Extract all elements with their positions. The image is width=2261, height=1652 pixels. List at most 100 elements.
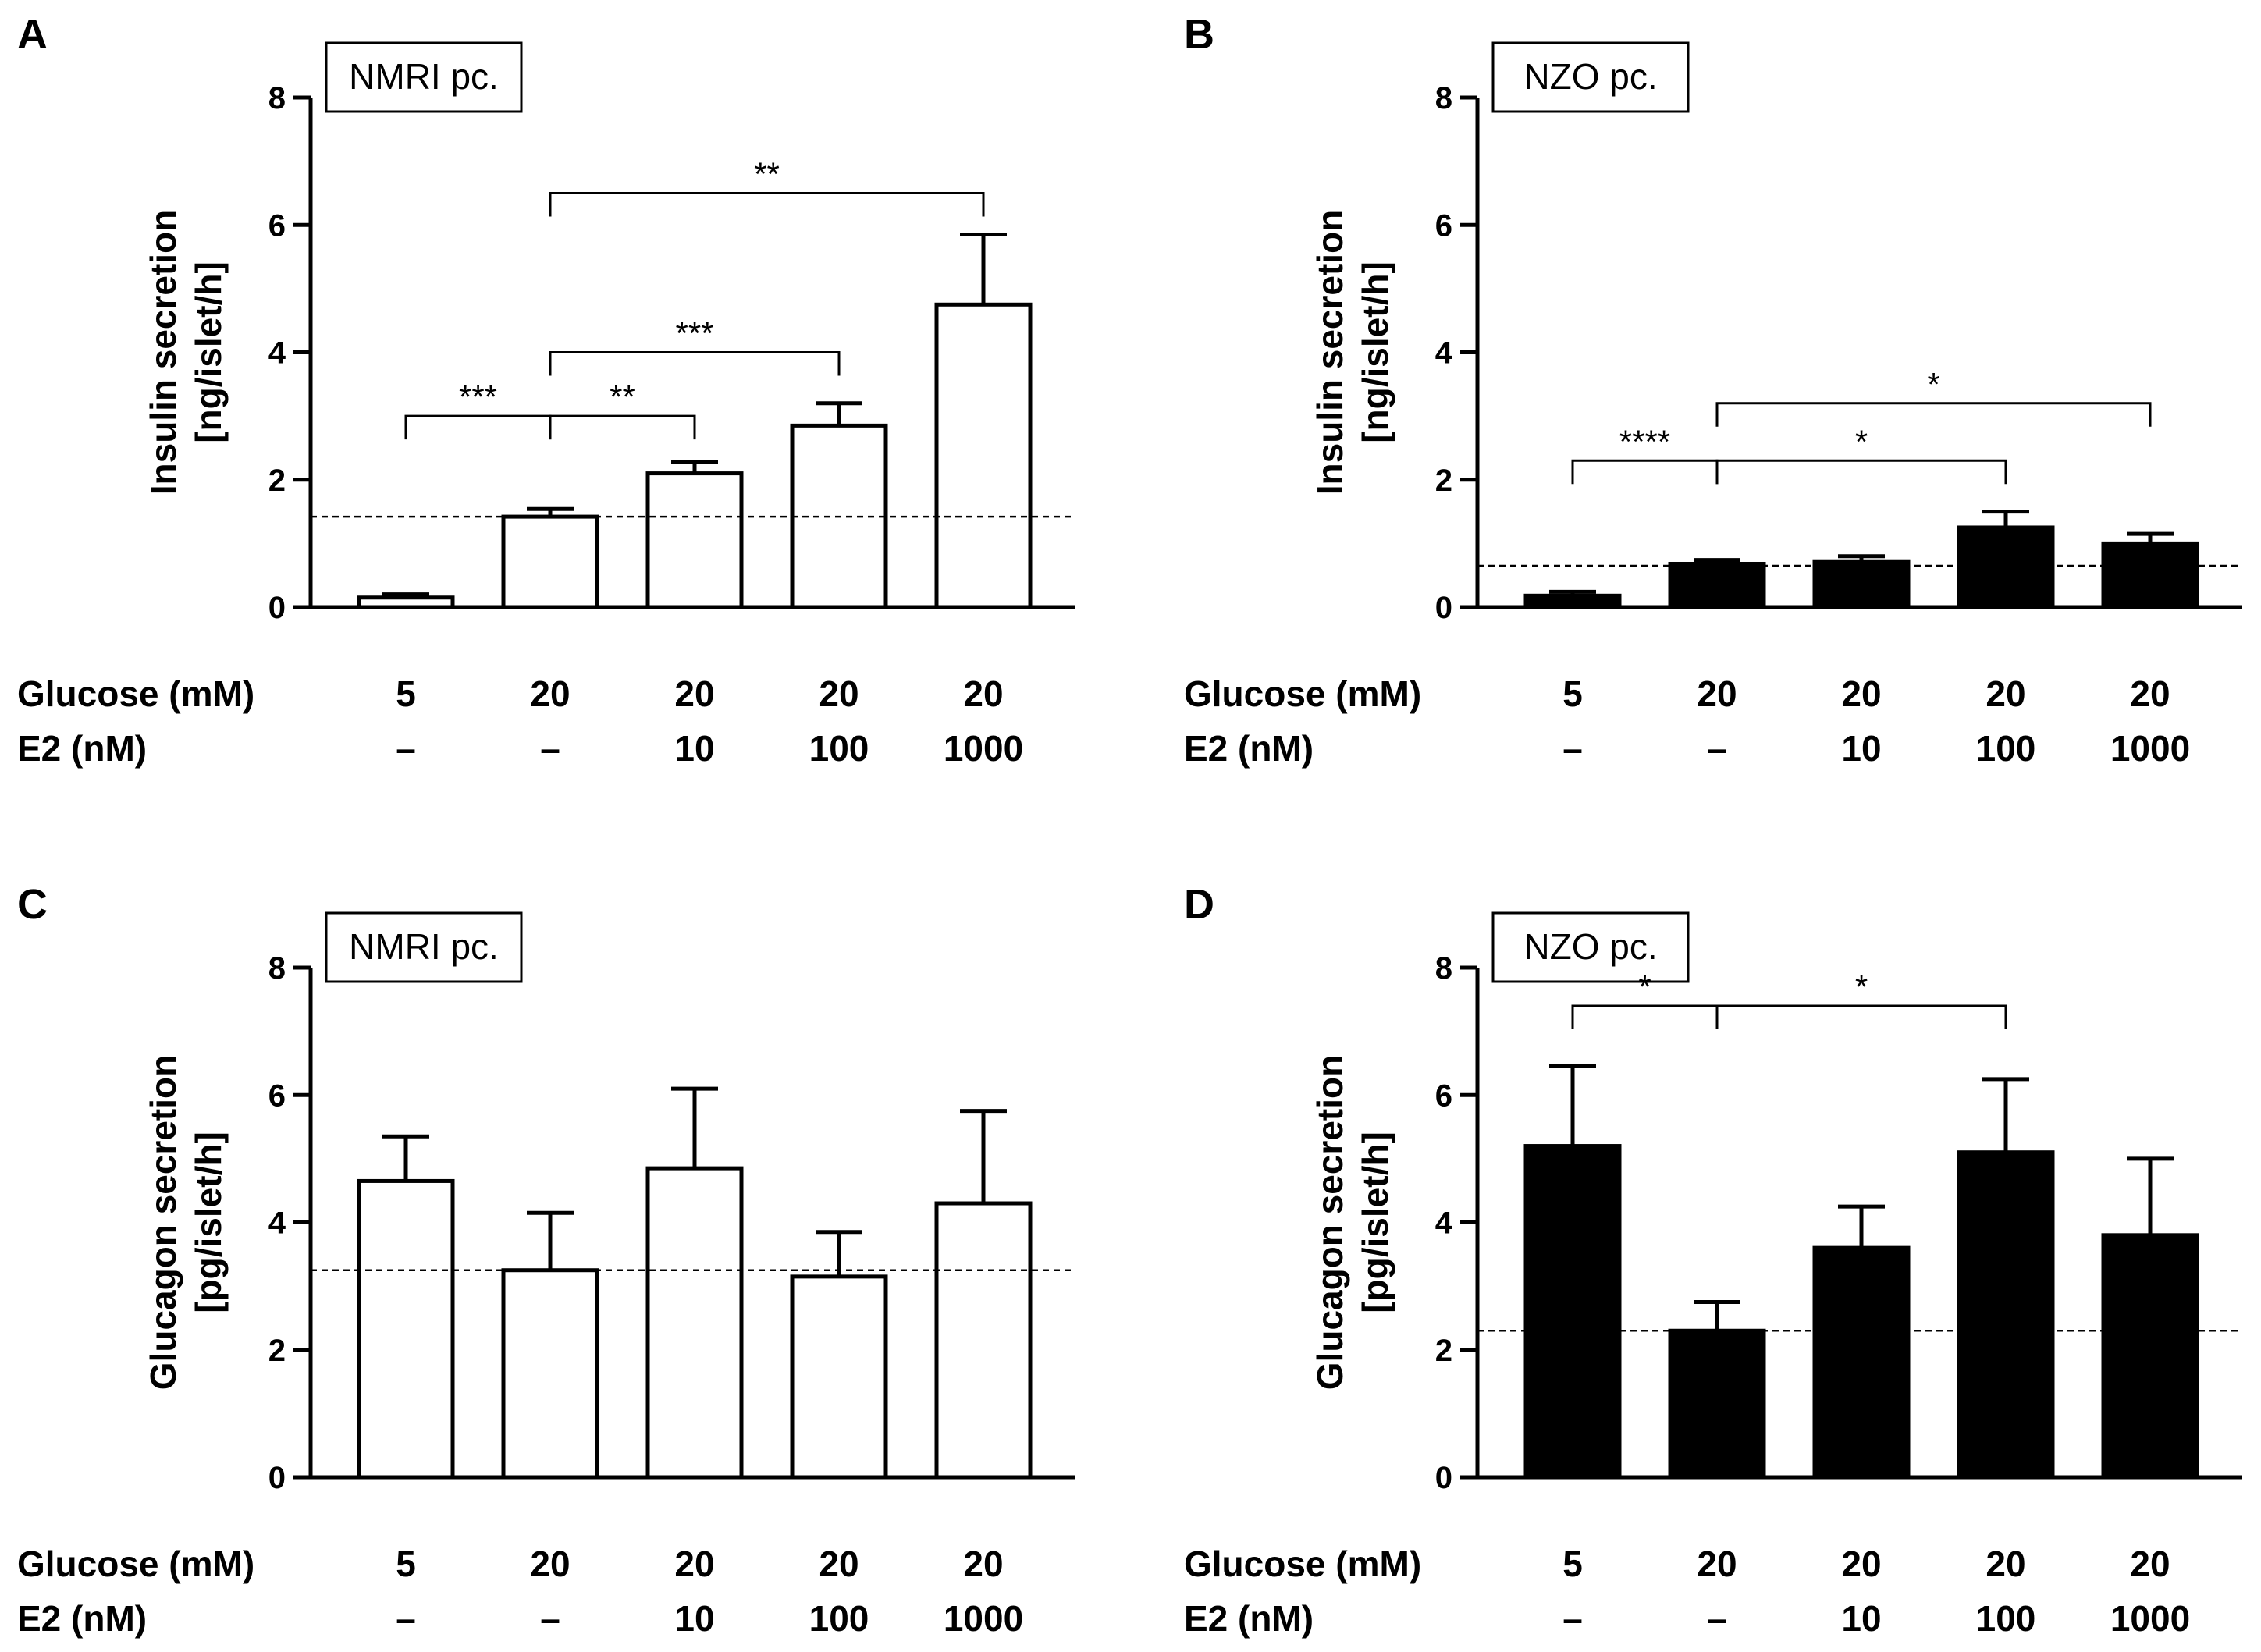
panel-c: C NMRI pc. 0 2 4 6 8 Glucagon secretion [pg/isle…: [17, 881, 1075, 1639]
bar: [501, 1268, 599, 1480]
bar: [790, 1274, 888, 1480]
panel-d: D NZO pc. 0 2 4 6 8 Glucagon secretion [pg/islet…: [1184, 881, 2242, 1639]
panel-letter: D: [1184, 881, 1214, 928]
y-tick-label: 0: [1435, 591, 1452, 625]
strain-label: NMRI pc.: [349, 56, 499, 97]
bar: [2101, 1233, 2199, 1480]
e2-row-label: E2 (nM): [17, 1598, 147, 1639]
panel-letter: A: [17, 11, 48, 58]
glucose-row-label: Glucose (mM): [17, 1544, 254, 1584]
e2-value: –: [396, 728, 416, 769]
e2-value: –: [1707, 728, 1727, 769]
y-tick-label: 6: [1435, 208, 1452, 243]
e2-value: 100: [809, 728, 869, 769]
bar: [1957, 1150, 2055, 1480]
e2-row-label: E2 (nM): [17, 728, 147, 769]
e2-value: 10: [1841, 1598, 1881, 1639]
significance-bracket: [1715, 402, 2152, 427]
glucose-value: 20: [963, 673, 1003, 714]
significance-label: **: [610, 378, 635, 415]
strain-label: NMRI pc.: [349, 926, 499, 967]
y-tick-label: 4: [1435, 1206, 1453, 1241]
e2-value: 100: [1976, 728, 2036, 769]
glucose-value: 5: [396, 1544, 416, 1584]
significance-label: **: [754, 155, 780, 192]
glucose-value: 20: [1697, 1544, 1737, 1584]
e2-row-label: E2 (nM): [1184, 1598, 1314, 1639]
bar: [1523, 1144, 1622, 1480]
y-tick-label: 8: [268, 951, 286, 986]
strain-label-box: [325, 41, 523, 113]
significance-bracket: [404, 414, 552, 440]
significance-bracket: [549, 191, 985, 217]
bar: [1812, 1245, 1911, 1480]
bar: [934, 1201, 1033, 1480]
panel-a: A NMRI pc. 0 2 4 6 8 Insulin secretion [ng/islet…: [17, 11, 1075, 769]
panel-letter: B: [1184, 11, 1214, 58]
e2-value: –: [1562, 728, 1583, 769]
e2-value: –: [1562, 1598, 1583, 1639]
glucose-row-label: Glucose (mM): [1184, 673, 1421, 714]
glucose-value: 20: [1985, 673, 2025, 714]
e2-value: –: [1707, 1598, 1727, 1639]
y-axis-title-line: Insulin secretion: [143, 210, 183, 496]
glucose-value: 20: [2130, 1544, 2170, 1584]
significance-bracket: [549, 414, 696, 440]
y-tick-label: 4: [268, 1206, 286, 1241]
glucose-value: 20: [1985, 1544, 2025, 1584]
glucose-value: 20: [530, 673, 570, 714]
y-axis-title: Glucagon secretion [pg/islet/h]: [1310, 1055, 1395, 1390]
glucose-row-label: Glucose (mM): [17, 673, 254, 714]
e2-value: –: [540, 1598, 560, 1639]
e2-value: –: [540, 728, 560, 769]
significance-label: *: [1855, 423, 1868, 460]
y-tick-label: 0: [268, 591, 286, 625]
y-axis-title-line: [pg/islet/h]: [188, 1132, 229, 1313]
bar: [1957, 525, 2055, 609]
significance-label: *: [1855, 968, 1868, 1005]
glucose-value: 20: [819, 1544, 859, 1584]
y-tick-label: 8: [1435, 951, 1452, 986]
glucose-value: 20: [1697, 673, 1737, 714]
y-tick-label: 0: [1435, 1461, 1452, 1495]
bar: [645, 471, 744, 609]
glucose-value: 5: [1562, 1544, 1583, 1584]
y-axis-title-line: Glucagon secretion: [143, 1055, 183, 1390]
bar: [2101, 541, 2199, 609]
bar: [1523, 593, 1622, 609]
y-tick-label: 6: [268, 1078, 286, 1113]
y-axis-title: Glucagon secretion [pg/islet/h]: [143, 1055, 229, 1390]
glucose-value: 20: [530, 1544, 570, 1584]
glucose-value: 20: [963, 1544, 1003, 1584]
y-tick-label: 6: [268, 208, 286, 243]
e2-value: 1000: [944, 728, 1023, 769]
glucose-value: 5: [396, 673, 416, 714]
glucose-value: 20: [2130, 673, 2170, 714]
strain-label: NZO pc.: [1523, 926, 1657, 967]
y-tick-label: 2: [1435, 1334, 1452, 1368]
y-axis-title: Insulin secretion [ng/islet/h]: [1310, 210, 1395, 496]
significance-bracket: [1715, 459, 2007, 485]
strain-label-box: [1491, 41, 1690, 113]
e2-value: 10: [674, 728, 714, 769]
glucose-value: 5: [1562, 673, 1583, 714]
significance-bracket: [1571, 1004, 1719, 1029]
strain-label: NZO pc.: [1523, 56, 1657, 97]
bar: [1668, 561, 1766, 609]
strain-label-box: [325, 911, 523, 983]
y-tick-label: 0: [268, 1461, 286, 1495]
glucose-value: 20: [1841, 1544, 1881, 1584]
glucose-value: 20: [674, 1544, 714, 1584]
y-tick-label: 8: [268, 81, 286, 115]
bar: [934, 302, 1033, 609]
e2-value: –: [396, 1598, 416, 1639]
significance-label: ****: [1619, 423, 1670, 460]
bar: [357, 1178, 455, 1480]
e2-value: 1000: [2110, 1598, 2190, 1639]
e2-value: 10: [1841, 728, 1881, 769]
panel-b: B NZO pc. 0 2 4 6 8 Insulin secretion [ng/islet/…: [1184, 11, 2242, 769]
glucose-value: 20: [674, 673, 714, 714]
bar: [645, 1166, 744, 1480]
strain-label-box: [1491, 911, 1690, 983]
